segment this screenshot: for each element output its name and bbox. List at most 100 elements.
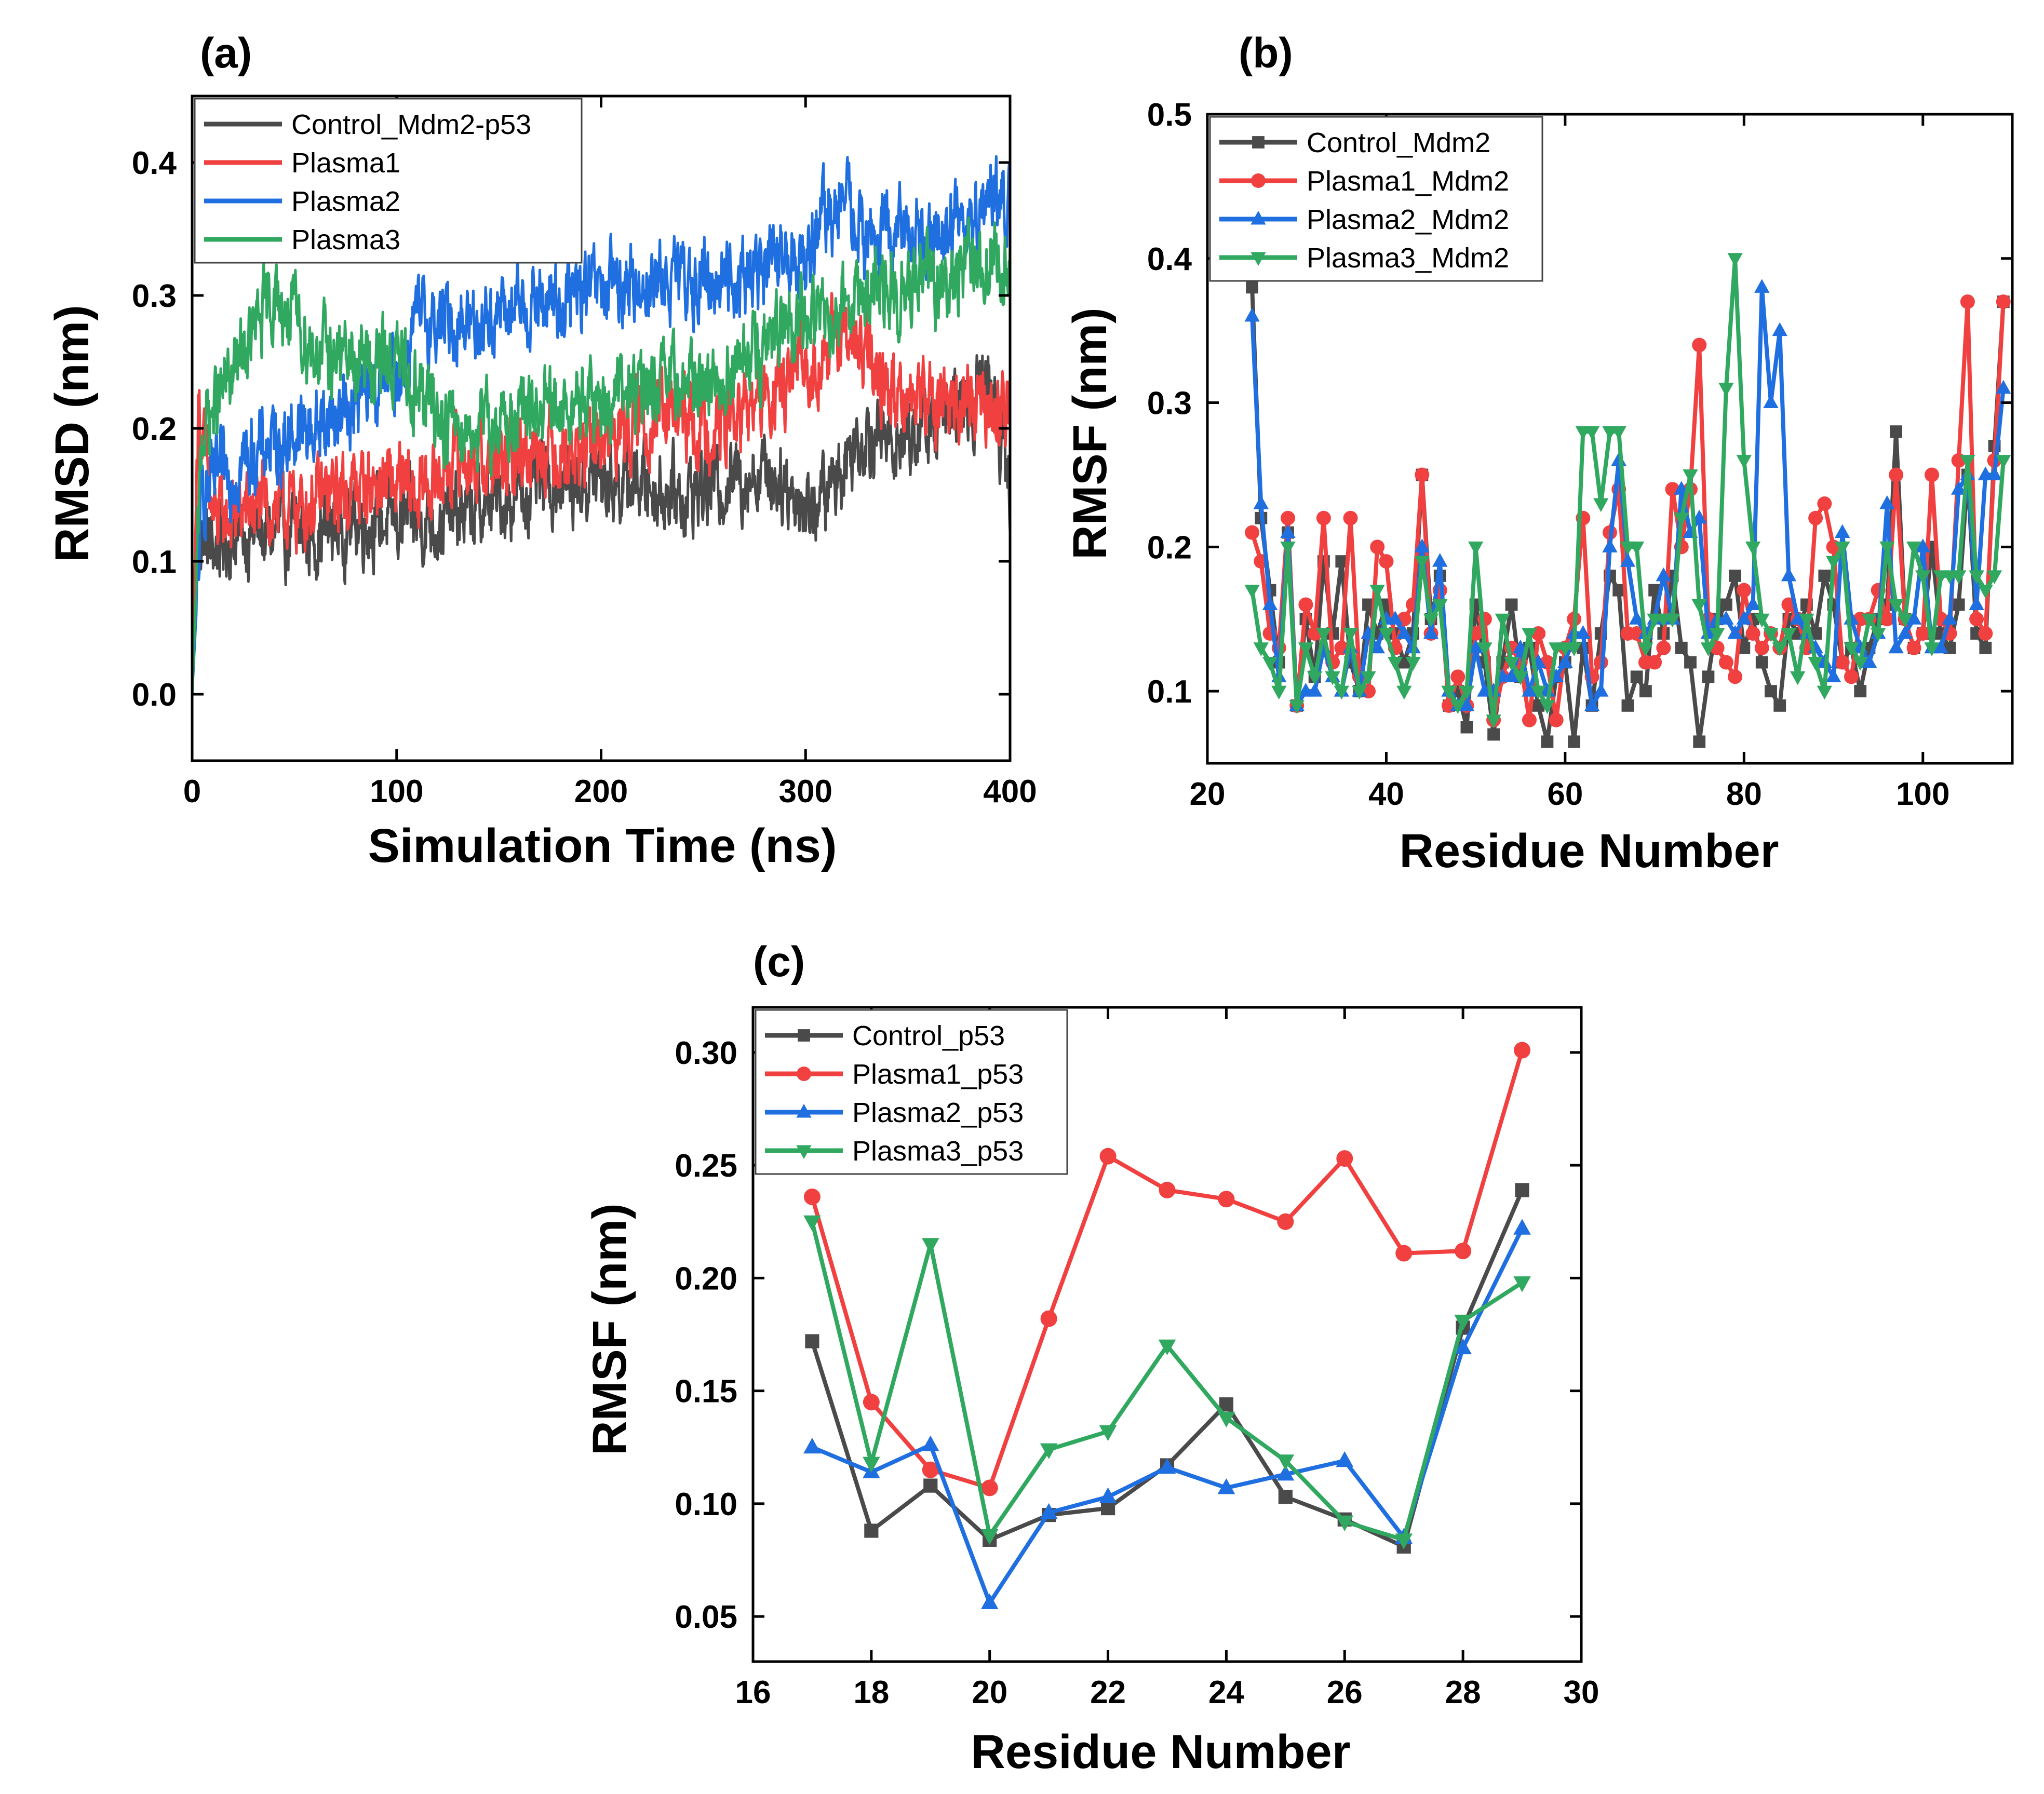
data-point-plasma1 [1915,626,1930,641]
legend: Control_p53 Plasma1_p53 Plasma2_p53 Plasma3… [755,1009,1068,1175]
data-point-plasma2 [1986,466,2002,480]
data-point-plasma3 [1709,628,1725,642]
data-point-plasma1 [1218,1191,1235,1208]
data-point-plasma3 [1969,570,1984,584]
data-point-plasma1 [1159,1181,1176,1198]
data-point-plasma2 [1942,611,1958,625]
x-tick-label: 40 [1368,776,1404,812]
data-point-control [1621,699,1634,712]
data-point-plasma3 [1593,498,1609,512]
data-point-plasma1 [1379,554,1394,569]
data-point-plasma3 [1825,556,1841,570]
data-point-plasma2 [1790,611,1806,625]
data-point-plasma3 [1700,642,1716,656]
legend-marker [1251,173,1266,188]
data-point-plasma2 [1432,553,1448,567]
series-line-plasma3 [192,217,1010,695]
data-point-plasma3 [1477,642,1492,656]
series-layer [1244,253,2011,748]
data-point-plasma3 [1951,570,1967,584]
data-point-plasma3 [1852,657,1868,671]
data-point-plasma2 [1369,639,1385,654]
data-point-plasma1 [1925,467,1939,482]
legend-label: Plasma2_p53 [852,1097,1024,1128]
data-point-plasma1 [1522,712,1537,727]
legend-marker [796,1145,812,1159]
y-tick-label: 0.5 [1147,97,1192,133]
x-tick-label: 80 [1726,776,1762,812]
y-tick-label: 0.20 [675,1261,737,1297]
data-point-plasma3 [1486,714,1501,729]
data-point-plasma3 [1387,657,1403,671]
x-tick-label: 300 [779,774,832,810]
data-point-plasma3 [1996,455,2011,469]
data-point-control [1541,735,1554,748]
data-point-plasma3 [1378,628,1394,642]
data-point-plasma3 [1530,685,1546,700]
data-point-plasma1 [1281,510,1295,525]
x-tick-label: 100 [370,774,423,810]
y-tick-label: 0.25 [675,1148,737,1184]
data-point-plasma2 [1629,611,1645,625]
series-line-plasma2 [192,155,1010,695]
data-point-plasma2 [1951,481,1967,495]
data-point-plasma3 [1790,671,1806,685]
data-point-plasma3 [1405,657,1421,671]
data-point-plasma3 [1986,570,2002,584]
data-point-plasma1 [1395,1245,1413,1262]
data-point-control [1684,656,1697,669]
legend-marker [1250,252,1266,266]
data-point-plasma3 [1369,585,1385,599]
data-point-plasma3 [1960,455,1975,469]
data-point-plasma1 [1245,525,1260,540]
data-point-plasma3 [1158,1339,1176,1356]
data-point-plasma3 [1396,685,1412,700]
data-point-plasma1 [863,1394,880,1411]
data-point-plasma1 [981,1479,998,1496]
x-tick-label: 26 [1327,1675,1363,1710]
data-point-plasma3 [803,1215,821,1232]
data-point-plasma2 [1396,625,1412,639]
data-point-plasma3 [1817,685,1833,700]
data-point-control [1773,699,1786,712]
data-point-plasma3 [1352,685,1367,700]
data-point-plasma3 [1395,1533,1413,1549]
x-tick-label: 100 [1896,776,1949,812]
x-tick-label: 22 [1090,1675,1126,1710]
data-point-plasma2 [1244,307,1260,322]
legend-marker [1252,136,1265,149]
data-point-plasma2 [1933,639,1948,654]
data-point-plasma2 [1276,1464,1295,1481]
x-tick-label: 20 [972,1675,1007,1710]
x-axis-title: Residue Number [971,1725,1350,1778]
data-point-plasma1 [1808,510,1823,525]
x-axis-title: Residue Number [1399,825,1779,878]
data-point-plasma3 [1276,1454,1295,1471]
data-point-plasma1 [1277,1213,1294,1230]
y-tick-label: 0.4 [1147,241,1192,277]
data-point-plasma1 [1889,467,1904,482]
data-point-control [1246,281,1259,294]
data-point-plasma2 [1468,639,1484,654]
data-point-control [805,1334,819,1348]
legend-label: Control_Mdm2 [1307,127,1490,158]
x-tick-label: 28 [1445,1675,1481,1710]
data-point-plasma1 [1978,626,1993,641]
data-point-plasma2 [1602,538,1618,552]
data-point-plasma1 [1455,1243,1472,1260]
data-point-plasma1 [1514,1042,1531,1059]
data-point-plasma3 [1280,541,1296,556]
data-point-plasma3 [1298,642,1314,656]
data-point-plasma1 [1906,640,1921,655]
data-point-plasma3 [1522,628,1537,642]
y-tick-label: 0.4 [132,145,177,181]
data-point-plasma3 [1271,685,1287,700]
data-point-plasma2 [1423,625,1439,639]
data-point-plasma3 [1915,570,1931,584]
panel-label: (b) [1239,30,1293,77]
legend-label: Plasma3 [291,224,400,255]
y-tick-label: 0.0 [132,677,177,713]
p53-rmsf-chart-panel: (c) Residue Number RMSF (nm) 16 18 20 22 24 2… [583,938,1599,1778]
data-point-plasma2 [1217,1478,1235,1494]
data-point-plasma2 [1307,683,1323,697]
